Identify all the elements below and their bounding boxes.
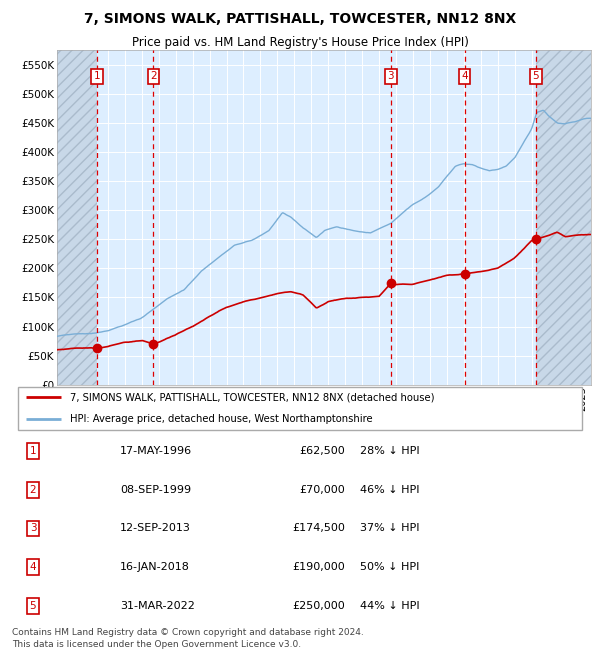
Text: 37% ↓ HPI: 37% ↓ HPI — [360, 523, 419, 534]
Text: 4: 4 — [29, 562, 37, 572]
Text: 31-MAR-2022: 31-MAR-2022 — [120, 601, 195, 611]
FancyBboxPatch shape — [18, 387, 582, 430]
Text: £62,500: £62,500 — [299, 446, 345, 456]
Text: 2: 2 — [29, 485, 37, 495]
Text: 7, SIMONS WALK, PATTISHALL, TOWCESTER, NN12 8NX (detached house): 7, SIMONS WALK, PATTISHALL, TOWCESTER, N… — [70, 393, 434, 402]
Text: 5: 5 — [533, 72, 539, 81]
Bar — [391, 50, 464, 385]
Text: £174,500: £174,500 — [292, 523, 345, 534]
Text: 3: 3 — [388, 72, 394, 81]
Text: 12-SEP-2013: 12-SEP-2013 — [120, 523, 191, 534]
Text: 46% ↓ HPI: 46% ↓ HPI — [360, 485, 419, 495]
Text: 50% ↓ HPI: 50% ↓ HPI — [360, 562, 419, 572]
Bar — [154, 50, 391, 385]
Text: HPI: Average price, detached house, West Northamptonshire: HPI: Average price, detached house, West… — [70, 414, 372, 424]
Text: £250,000: £250,000 — [292, 601, 345, 611]
Bar — [464, 50, 536, 385]
Text: £70,000: £70,000 — [299, 485, 345, 495]
Text: 16-JAN-2018: 16-JAN-2018 — [120, 562, 190, 572]
Text: 4: 4 — [461, 72, 468, 81]
Text: 1: 1 — [29, 446, 37, 456]
Text: 1: 1 — [94, 72, 100, 81]
Text: £190,000: £190,000 — [292, 562, 345, 572]
Bar — [97, 50, 154, 385]
Text: 2: 2 — [150, 72, 157, 81]
Text: This data is licensed under the Open Government Licence v3.0.: This data is licensed under the Open Gov… — [12, 640, 301, 649]
Text: 5: 5 — [29, 601, 37, 611]
Text: 44% ↓ HPI: 44% ↓ HPI — [360, 601, 419, 611]
Text: 7, SIMONS WALK, PATTISHALL, TOWCESTER, NN12 8NX: 7, SIMONS WALK, PATTISHALL, TOWCESTER, N… — [84, 12, 516, 26]
Text: 08-SEP-1999: 08-SEP-1999 — [120, 485, 191, 495]
Text: Price paid vs. HM Land Registry's House Price Index (HPI): Price paid vs. HM Land Registry's House … — [131, 36, 469, 49]
Text: 3: 3 — [29, 523, 37, 534]
Text: Contains HM Land Registry data © Crown copyright and database right 2024.: Contains HM Land Registry data © Crown c… — [12, 628, 364, 637]
Text: 28% ↓ HPI: 28% ↓ HPI — [360, 446, 419, 456]
Text: 17-MAY-1996: 17-MAY-1996 — [120, 446, 192, 456]
